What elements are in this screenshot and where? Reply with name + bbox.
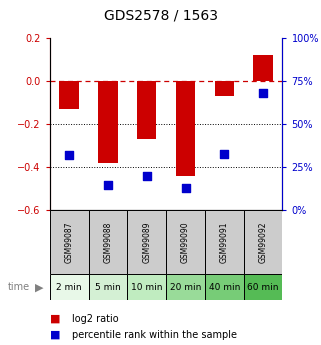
Text: GSM99090: GSM99090 (181, 221, 190, 263)
Bar (89, 210, 127, 274)
Bar (127, 210, 166, 274)
Bar (215, 81, 234, 96)
Bar (59, 81, 79, 109)
Point (144, 173, 149, 179)
Bar (127, 274, 166, 300)
Bar (166, 274, 205, 300)
Text: GSM99087: GSM99087 (65, 221, 74, 263)
Bar (176, 81, 195, 176)
Bar (205, 210, 244, 274)
Text: 20 min: 20 min (170, 283, 201, 292)
Text: 2 min: 2 min (56, 283, 82, 292)
Text: 60 min: 60 min (247, 283, 279, 292)
Point (105, 182, 110, 187)
Text: ▶: ▶ (35, 282, 44, 292)
Point (261, 90, 266, 96)
Text: GSM99088: GSM99088 (103, 222, 112, 263)
Bar (50, 274, 89, 300)
Text: GSM99089: GSM99089 (142, 221, 151, 263)
Bar (89, 274, 127, 300)
Bar (205, 274, 244, 300)
Bar (166, 210, 205, 274)
Bar (98, 81, 117, 163)
Bar (244, 210, 282, 274)
Text: GSM99092: GSM99092 (259, 221, 268, 263)
Text: time: time (8, 282, 30, 292)
Bar (137, 81, 156, 139)
Point (66, 152, 72, 158)
Text: ■: ■ (50, 330, 60, 339)
Text: log2 ratio: log2 ratio (72, 314, 119, 324)
Bar (253, 55, 273, 81)
Text: 10 min: 10 min (131, 283, 162, 292)
Point (183, 185, 188, 191)
Text: 5 min: 5 min (95, 283, 121, 292)
Bar (244, 274, 282, 300)
Text: 40 min: 40 min (209, 283, 240, 292)
Bar (50, 210, 89, 274)
Text: GSM99091: GSM99091 (220, 221, 229, 263)
Text: percentile rank within the sample: percentile rank within the sample (72, 330, 237, 339)
Text: ■: ■ (50, 314, 60, 324)
Point (222, 151, 227, 156)
Text: GDS2578 / 1563: GDS2578 / 1563 (103, 8, 218, 22)
